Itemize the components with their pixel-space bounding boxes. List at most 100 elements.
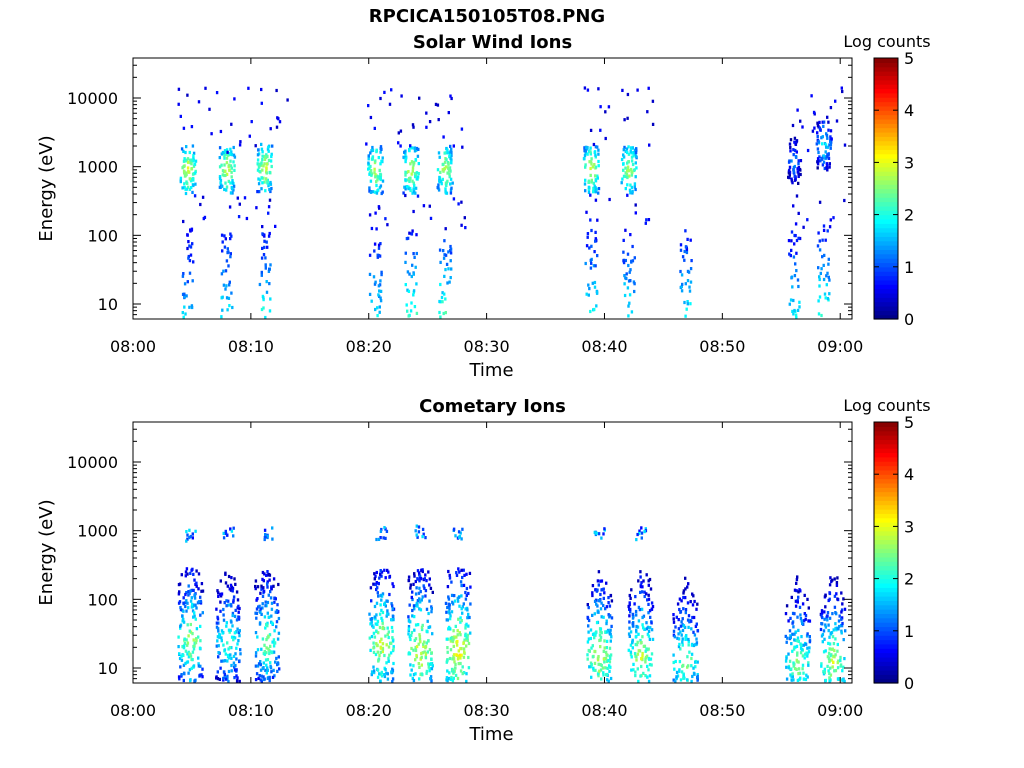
- sw-peak-cell: [371, 145, 374, 150]
- sw-low-cell: [822, 228, 826, 232]
- sw-peak-cell: [635, 154, 638, 158]
- com-plume-cell: [185, 638, 188, 642]
- com-plume-cell: [688, 650, 691, 654]
- sw-peak-cell: [263, 180, 266, 184]
- com-plume-cell: [256, 635, 259, 639]
- sw-low-cell: [633, 282, 636, 286]
- com-plume-cell: [455, 573, 459, 577]
- com-plume-cell: [645, 627, 649, 631]
- com-plume-cell: [801, 621, 804, 626]
- sw-low-cell: [787, 239, 791, 243]
- com-band-cell: [232, 534, 235, 538]
- sw-peak-cell: [633, 182, 637, 186]
- com-band-cell: [263, 536, 267, 540]
- sw-peak-cell: [373, 161, 377, 165]
- com-plume-cell: [410, 634, 413, 638]
- com-plume-cell: [414, 592, 418, 596]
- sw-low-cell: [186, 280, 189, 284]
- com-plume-cell: [798, 605, 802, 609]
- com-plume-cell: [224, 581, 228, 585]
- com-plume-cell: [385, 614, 388, 618]
- com-plume-cell: [647, 597, 651, 601]
- com-plume-cell: [427, 625, 430, 630]
- sw-low-cell: [447, 250, 450, 254]
- com-plume-cell: [602, 596, 605, 600]
- com-plume-cell: [637, 679, 640, 683]
- com-plume-cell: [190, 596, 193, 600]
- com-plume-cell: [796, 636, 800, 640]
- sw-low-cell: [686, 237, 689, 241]
- com-plume-cell: [610, 616, 614, 620]
- sw-peak-cell: [412, 187, 415, 191]
- sw-peak-cell: [404, 170, 407, 174]
- sw-low-cell: [404, 283, 407, 287]
- com-plume-cell: [680, 599, 683, 603]
- com-plume-cell: [376, 622, 379, 626]
- com-plume-cell: [370, 617, 374, 621]
- com-band-cell: [382, 536, 385, 540]
- com-plume-cell: [607, 658, 610, 663]
- com-plume-cell: [218, 592, 222, 596]
- com-plume-cell: [369, 617, 372, 621]
- com-plume-cell: [593, 649, 596, 653]
- sw-peak-cell: [232, 184, 236, 188]
- com-plume-cell: [638, 608, 642, 612]
- com-plume-cell: [641, 585, 644, 589]
- com-plume-cell: [592, 666, 595, 670]
- sw-peak-cell: [228, 151, 231, 156]
- sw-scatter-cell: [604, 136, 607, 141]
- com-plume-cell: [179, 608, 183, 612]
- com-plume-cell: [189, 599, 193, 603]
- com-plume-cell: [449, 636, 453, 640]
- com-plume-cell: [227, 669, 231, 674]
- com-plume-cell: [419, 640, 422, 644]
- com-plume-cell: [409, 586, 412, 590]
- sw-low-cell: [412, 272, 415, 276]
- sw-peak-cell: [627, 145, 630, 149]
- com-plume-cell: [680, 670, 684, 674]
- sw-peak-cell: [447, 169, 451, 173]
- sw-peak-cell: [221, 184, 224, 188]
- com-plume-cell: [228, 646, 232, 650]
- sw-peak-cell: [630, 155, 634, 159]
- sw-peak-cell: [630, 185, 634, 189]
- com-plume-cell: [832, 628, 835, 632]
- com-plume-cell: [224, 652, 227, 656]
- com-plume-cell: [452, 629, 455, 633]
- sw-peak-cell: [634, 161, 637, 165]
- sw-low-cell: [798, 305, 801, 309]
- com-plume-cell: [790, 678, 794, 682]
- sw-low-cell: [797, 236, 800, 240]
- com-plume-cell: [694, 624, 698, 628]
- sw-low-cell: [824, 238, 827, 242]
- com-plume-cell: [417, 642, 420, 646]
- com-plume-cell: [229, 653, 232, 657]
- com-plume-cell: [839, 663, 843, 667]
- sw-low-cell: [820, 313, 823, 318]
- sw-peak-cell: [797, 181, 800, 185]
- sw-scatter-cell: [599, 128, 602, 132]
- com-plume-cell: [269, 644, 272, 648]
- sw-peak-cell: [816, 160, 819, 164]
- com-plume-cell: [650, 652, 654, 656]
- com-plume-cell: [649, 587, 653, 591]
- com-plume-cell: [193, 611, 196, 615]
- sw-peak-cell: [589, 173, 592, 177]
- com-plume-cell: [840, 608, 844, 612]
- com-plume-cell: [230, 620, 233, 624]
- com-plume-cell: [796, 600, 799, 604]
- colorbar-tick-label: 5: [904, 49, 914, 68]
- colorbar-label: Log counts: [843, 32, 930, 51]
- sw-peak-cell: [624, 149, 628, 153]
- com-plume-cell: [216, 670, 219, 674]
- com-plume-cell: [675, 670, 679, 674]
- com-plume-cell: [180, 654, 183, 658]
- com-plume-cell: [628, 620, 631, 624]
- sw-peak-cell: [261, 154, 264, 158]
- sw-scatter-cell: [260, 101, 263, 105]
- sw-low-cell: [624, 258, 627, 263]
- com-plume-cell: [427, 570, 430, 574]
- sw-scatter-cell: [585, 210, 588, 214]
- colorbar-tick-label: 0: [904, 674, 914, 693]
- sw-low-cell: [377, 243, 381, 247]
